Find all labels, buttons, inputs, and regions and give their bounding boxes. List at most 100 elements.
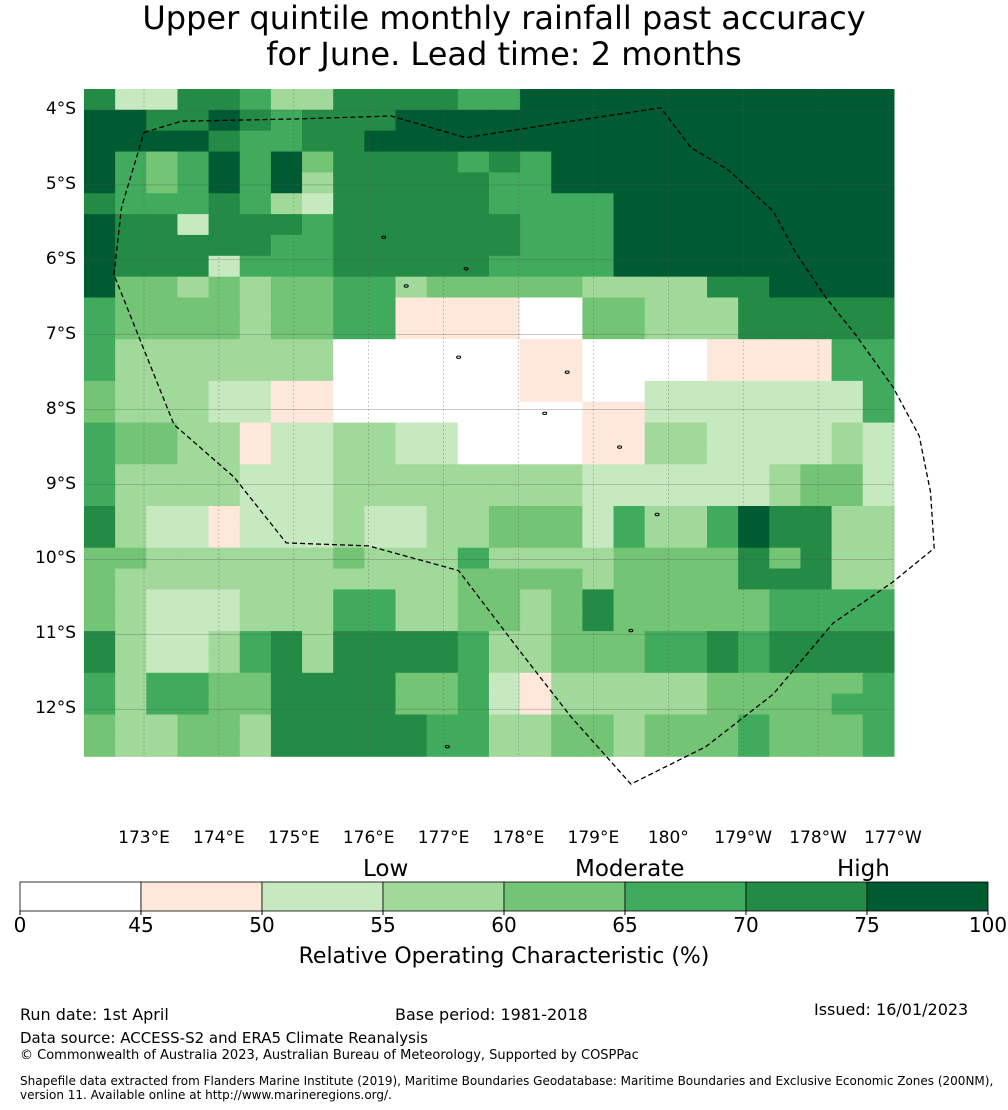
grid-cell (395, 401, 428, 424)
grid-cell (520, 401, 552, 424)
grid-cell (738, 651, 770, 674)
grid-cell (800, 631, 833, 653)
longitude-label: 179°W (714, 828, 773, 848)
grid-cell (426, 297, 459, 319)
grid-cell (613, 234, 646, 257)
grid-cell (239, 318, 272, 340)
grid-cell (551, 276, 583, 299)
grid-cell (426, 255, 459, 278)
grid-cell (395, 714, 428, 736)
grid-cell (831, 526, 864, 549)
grid-cell (177, 651, 210, 674)
grid-cell (831, 130, 864, 153)
grid-cell (613, 485, 646, 507)
grid-cell (146, 651, 179, 674)
grid-cell (644, 651, 677, 674)
grid-cell (800, 255, 833, 278)
grid-cell (738, 151, 770, 173)
grid-cell (769, 610, 802, 632)
grid-cell (738, 109, 770, 132)
island-outline (456, 355, 462, 359)
grid-cell (395, 464, 428, 486)
grid-cell (115, 651, 147, 674)
grid-cell (551, 610, 583, 632)
grid-cell (707, 109, 739, 132)
grid-cell (738, 568, 770, 590)
grid-cell (613, 401, 646, 424)
grid-cell (146, 735, 179, 757)
grid-cell (769, 714, 802, 736)
grid-cell (831, 547, 864, 570)
grid-cell (146, 255, 179, 278)
grid-cell (457, 589, 490, 611)
grid-cell (800, 380, 833, 403)
grid-cell (426, 735, 459, 757)
grid-cell (177, 631, 210, 653)
grid-cell (239, 526, 272, 549)
grid-cell (644, 151, 677, 173)
grid-cell (707, 234, 739, 257)
grid-cell (302, 297, 334, 319)
grid-cell (364, 589, 397, 611)
grid-cell (115, 151, 147, 173)
grid-cell (707, 151, 739, 173)
latitude-label: 9°S (45, 473, 76, 494)
grid-cell (862, 547, 895, 570)
grid-cell (582, 130, 615, 153)
grid-cell (177, 714, 210, 736)
shapefile-credit: Shapefile data extracted from Flanders M… (20, 1074, 1008, 1102)
grid-cell (582, 234, 615, 257)
grid-cell (84, 714, 116, 736)
grid-cell (613, 568, 646, 590)
grid-cell (302, 234, 334, 257)
grid-cell (488, 422, 521, 445)
grid-cell (395, 651, 428, 674)
grid-cell (239, 214, 272, 236)
grid-cell (613, 172, 646, 194)
grid-cell (395, 735, 428, 757)
grid-cell (582, 214, 615, 236)
grid-cell (457, 631, 490, 653)
grid-cell (800, 485, 833, 507)
grid-cell (239, 401, 272, 424)
grid-cell (862, 172, 895, 194)
grid-cell (520, 172, 552, 194)
grid-cell (613, 693, 646, 716)
grid-cell (675, 714, 708, 736)
grid-cell (364, 526, 397, 549)
grid-cell (520, 339, 552, 361)
grid-cell (738, 735, 770, 757)
grid-cell (644, 422, 677, 445)
grid-cell (333, 568, 365, 590)
grid-cell (395, 443, 428, 465)
eez-boundary (113, 107, 935, 785)
grid-cell (738, 89, 770, 111)
grid-cell (177, 443, 210, 465)
grid-cell (488, 568, 521, 590)
grid-cell (146, 151, 179, 173)
grid-cell (208, 651, 241, 674)
grid-cell (800, 714, 833, 736)
grid-cell (395, 422, 428, 445)
longitude-label: 173°E (118, 828, 170, 848)
grid-cell (644, 172, 677, 194)
grid-cell (333, 318, 365, 340)
grid-cell (738, 610, 770, 632)
grid-cell (364, 485, 397, 507)
grid-cell (862, 464, 895, 486)
grid-cell (457, 214, 490, 236)
grid-cell (520, 214, 552, 236)
latitude-label: 6°S (45, 248, 76, 269)
grid-cell (551, 318, 583, 340)
data-source: Data source: ACCESS-S2 and ERA5 Climate … (20, 1029, 428, 1047)
grid-cell (862, 401, 895, 424)
grid-cell (395, 318, 428, 340)
grid-cell (738, 193, 770, 215)
grid-cell (302, 568, 334, 590)
grid-cell (675, 214, 708, 236)
grid-cell (270, 130, 303, 153)
grid-cell (831, 172, 864, 194)
grid-cell (738, 297, 770, 319)
grid-cell (146, 214, 179, 236)
grid-cell (270, 172, 303, 194)
